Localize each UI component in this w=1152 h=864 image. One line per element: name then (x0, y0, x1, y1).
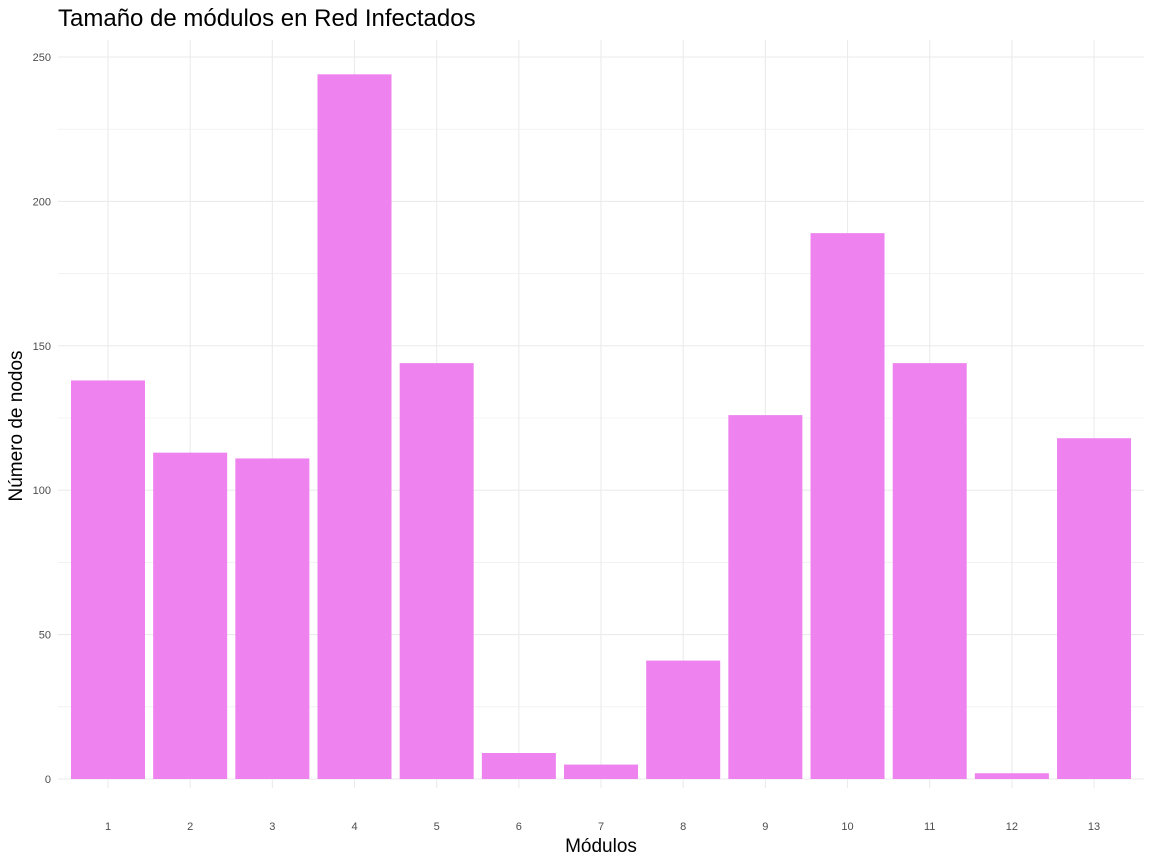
x-tick-label: 4 (351, 821, 357, 833)
x-tick-label: 1 (105, 821, 111, 833)
chart-title: Tamaño de módulos en Red Infectados (58, 5, 476, 32)
x-tick-label: 2 (187, 821, 193, 833)
bars-layer (71, 74, 1132, 780)
x-tick-label: 6 (516, 821, 522, 833)
x-tick-label: 8 (680, 821, 686, 833)
bar-module-6 (481, 753, 556, 779)
bar-module-13 (1057, 438, 1132, 779)
bar-module-3 (235, 458, 310, 779)
bar-module-8 (646, 660, 721, 779)
bar-module-11 (892, 363, 967, 779)
x-tick-label: 12 (1006, 821, 1018, 833)
bar-module-12 (974, 773, 1049, 779)
y-tick-label: 100 (33, 485, 51, 497)
bar-module-10 (810, 233, 885, 780)
x-axis-title: Módulos (565, 836, 637, 857)
y-axis-title: Número de nodos (6, 350, 27, 501)
x-tick-label: 5 (434, 821, 440, 833)
y-tick-label: 150 (33, 341, 51, 353)
bar-module-4 (317, 74, 392, 779)
bar-module-1 (71, 380, 145, 779)
x-tick-label: 10 (841, 821, 853, 833)
x-tick-label: 13 (1088, 821, 1100, 833)
y-tick-label: 0 (45, 774, 51, 786)
x-tick-label: 9 (762, 821, 768, 833)
bar-module-5 (399, 363, 474, 779)
x-tick-label: 3 (269, 821, 275, 833)
y-tick-label: 250 (33, 52, 51, 64)
x-tick-label: 11 (924, 821, 935, 833)
bar-module-9 (728, 415, 803, 779)
y-tick-label: 200 (33, 196, 51, 208)
x-tick-label: 7 (598, 821, 604, 833)
y-tick-labels: 0 50 100 150 200 250 (33, 52, 51, 786)
x-tick-labels: 1 2 3 4 5 6 7 8 9 10 11 12 13 (105, 821, 1100, 833)
bar-module-7 (564, 764, 639, 779)
y-tick-label: 50 (39, 630, 51, 642)
bar-module-2 (153, 452, 228, 779)
